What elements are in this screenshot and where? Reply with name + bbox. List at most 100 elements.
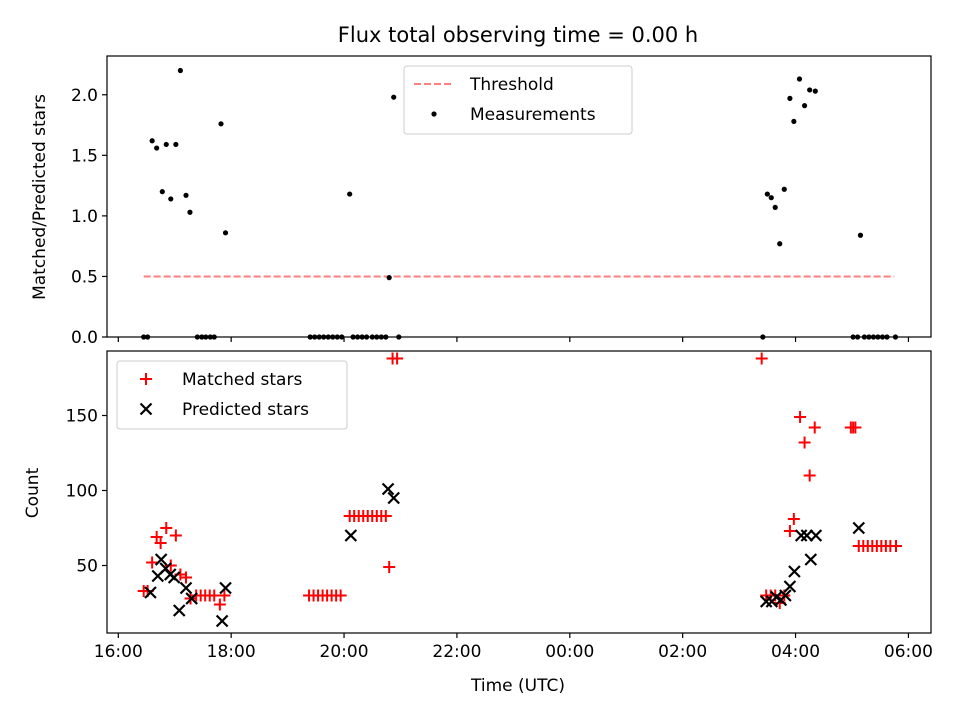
- count-x-tick-label: 18:00: [207, 642, 256, 662]
- measurement-point: [801, 103, 808, 109]
- count-y-axis-label: Count: [23, 467, 43, 518]
- count-x-tick-label: 00:00: [545, 642, 594, 662]
- measurements-legend-label: Measurements: [470, 105, 596, 125]
- matched-point: [213, 598, 226, 611]
- measurement-point: [807, 87, 813, 93]
- count-axis-ticks: 16:00 18:00 20:00 22:00 00:00 02:00 04:00 06:00…: [66, 407, 933, 663]
- matched-point: [794, 411, 807, 423]
- matched-point: [379, 510, 392, 522]
- matched-point: [180, 571, 193, 584]
- predicted-point: [185, 592, 198, 605]
- measurement-point: [222, 230, 229, 236]
- matched-point: [146, 556, 159, 569]
- predicted-point: [804, 553, 818, 566]
- matched-point: [160, 522, 173, 534]
- ratio-y-tick-label: 0.0: [71, 328, 98, 348]
- count-x-tick-label: 20:00: [320, 642, 369, 662]
- ratio-marks: [141, 67, 899, 340]
- predicted-point: [167, 571, 181, 584]
- predicted-point: [794, 529, 808, 542]
- count-y-tick-label: 150: [66, 407, 98, 427]
- measurement-point: [386, 275, 392, 281]
- predicted-point: [344, 529, 358, 542]
- count-x-tick-label: 04:00: [771, 642, 820, 662]
- predicted-point: [809, 529, 823, 542]
- count-marks: [137, 352, 903, 628]
- ratio-plot-frame: [106, 55, 932, 338]
- predicted-point: [144, 586, 157, 599]
- measurement-point: [347, 191, 353, 197]
- ratio-axis-ticks: 0.0 0.5 1.0 1.5 2.0: [71, 86, 910, 348]
- predicted-point: [783, 580, 797, 593]
- measurement-point: [768, 195, 774, 201]
- predicted-point: [179, 581, 193, 595]
- predicted-point: [800, 529, 814, 542]
- matched-legend-swatch: [140, 373, 152, 385]
- matched-point: [798, 436, 811, 449]
- predicted-point: [852, 521, 866, 535]
- x-axis-label: Time (UTC): [470, 676, 565, 696]
- matched-point: [783, 525, 796, 537]
- matched-point: [803, 469, 816, 482]
- measurement-point: [791, 118, 797, 125]
- predicted-point: [219, 581, 232, 595]
- predicted-point: [172, 604, 186, 617]
- ratio-y-tick-label: 0.5: [71, 267, 98, 287]
- measurement-point: [149, 138, 155, 144]
- ratio-panel: 0.00.51.01.52.0 Matched/Predicted stars …: [30, 55, 932, 348]
- measurement-point: [187, 209, 193, 215]
- predicted-point: [759, 595, 773, 608]
- measurement-point: [796, 76, 803, 82]
- ratio-y-tick-label: 2.0: [71, 86, 98, 106]
- predicted-point: [154, 553, 168, 566]
- count-x-tick-label: 22:00: [432, 642, 481, 662]
- count-legend: Matched stars Predicted stars: [116, 360, 348, 430]
- measurement-point: [787, 95, 793, 101]
- matched-point: [787, 513, 800, 525]
- count-y-tick-label: 100: [66, 482, 98, 502]
- matched-point: [755, 352, 768, 365]
- measurement-point: [772, 204, 778, 211]
- count-panel: 16:00 18:00 20:00 22:00 00:00 02:00 04:00 06:00…: [23, 350, 933, 696]
- predicted-point: [387, 491, 400, 505]
- matched-point: [849, 421, 862, 434]
- predicted-legend-swatch: [139, 402, 153, 416]
- measurement-point: [781, 186, 787, 192]
- ratio-y-tick-label: 1.0: [71, 207, 98, 227]
- count-y-tick-label: 50: [76, 557, 98, 577]
- predicted-point: [779, 589, 792, 602]
- matched-point: [164, 559, 177, 572]
- predicted-legend-label: Predicted stars: [182, 400, 309, 420]
- matched-point: [383, 561, 396, 573]
- count-plot-frame: [106, 350, 932, 634]
- measurement-point: [391, 94, 397, 100]
- predicted-point: [215, 614, 229, 628]
- measurement-point: [159, 189, 165, 195]
- threshold-legend-label: Threshold: [469, 75, 554, 95]
- matched-point: [169, 529, 182, 542]
- matched-legend-label: Matched stars: [182, 370, 302, 390]
- matched-point: [808, 421, 821, 434]
- matched-legend-marker: [140, 373, 152, 385]
- count-legend-box: [116, 360, 348, 430]
- measurement-point: [764, 191, 770, 197]
- measurement-point: [857, 232, 864, 238]
- count-x-tick-label: 02:00: [658, 642, 707, 662]
- matched-point: [218, 589, 231, 602]
- measurement-point: [218, 121, 224, 127]
- matched-point: [890, 540, 903, 552]
- measurement-point: [777, 241, 783, 247]
- matched-point: [334, 589, 347, 602]
- measurements-legend-swatch: [431, 111, 437, 117]
- predicted-point: [788, 565, 801, 578]
- count-x-tick-label: 06:00: [884, 642, 933, 662]
- measurement-point: [163, 141, 169, 148]
- measurement-point: [812, 88, 818, 94]
- count-x-tick-label: 16:00: [94, 642, 143, 662]
- measurement-point: [154, 145, 160, 151]
- matched-point: [154, 537, 167, 549]
- matched-point: [391, 352, 404, 365]
- measurement-point: [168, 196, 174, 202]
- chart-title: Flux total observing time = 0.00 h: [338, 23, 698, 47]
